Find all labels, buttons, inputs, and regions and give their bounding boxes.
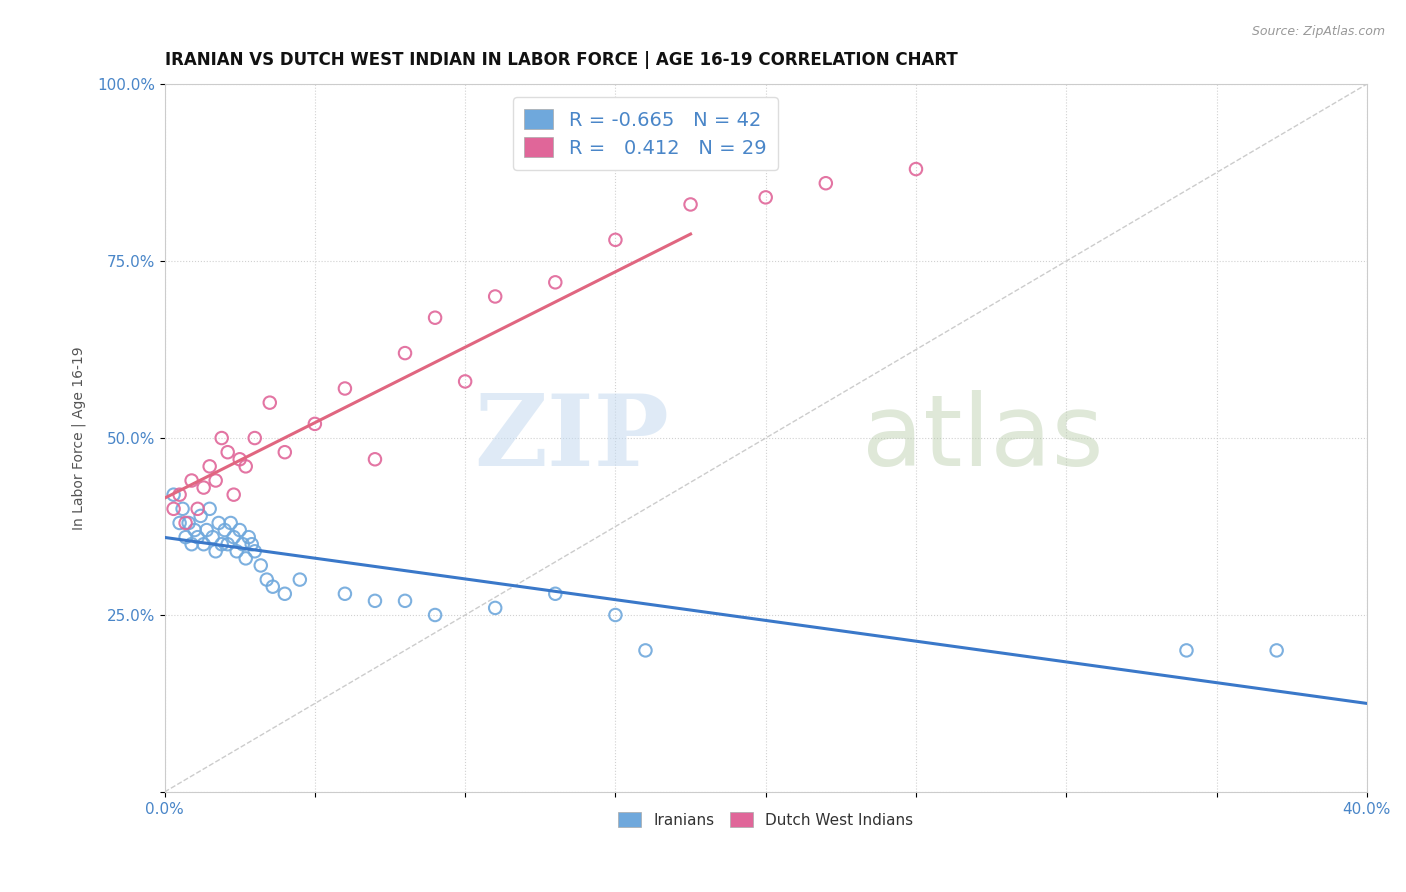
Point (211, 431, 233, 445)
Point (228, 452, 250, 467)
Text: Source: ZipAtlas.com: Source: ZipAtlas.com (1251, 25, 1385, 38)
Point (162, 501, 184, 516)
Point (364, 452, 387, 467)
Point (198, 501, 221, 516)
Point (169, 488, 191, 502)
Point (183, 523, 205, 537)
Y-axis label: In Labor Force | Age 16-19: In Labor Force | Age 16-19 (72, 346, 86, 530)
Point (211, 537, 233, 551)
Point (394, 346, 416, 360)
Point (304, 417, 326, 431)
Point (235, 551, 257, 566)
Point (249, 558, 271, 573)
Point (222, 488, 245, 502)
Text: IRANIAN VS DUTCH WEST INDIAN IN LABOR FORCE | AGE 16-19 CORRELATION CHART: IRANIAN VS DUTCH WEST INDIAN IN LABOR FO… (165, 51, 957, 69)
Point (174, 516, 197, 530)
Point (288, 573, 311, 587)
Point (193, 481, 215, 495)
Point (180, 537, 202, 551)
Point (219, 516, 242, 530)
Point (634, 643, 657, 657)
Point (222, 530, 245, 544)
Point (238, 530, 260, 544)
Point (228, 523, 250, 537)
Point (208, 516, 231, 530)
Point (755, 190, 778, 204)
Point (484, 289, 506, 303)
Point (204, 544, 226, 558)
Point (423, 310, 446, 325)
Point (232, 537, 254, 551)
Point (544, 587, 567, 601)
Text: ZIP: ZIP (475, 390, 669, 486)
Point (187, 530, 209, 544)
Point (190, 508, 212, 523)
Point (217, 537, 239, 551)
Point (214, 523, 236, 537)
Point (198, 459, 221, 474)
Point (605, 607, 627, 622)
Point (172, 501, 194, 516)
Point (204, 474, 226, 488)
Point (256, 573, 278, 587)
Point (364, 594, 387, 608)
Point (243, 544, 266, 558)
Point (274, 445, 297, 459)
Legend: Iranians, Dutch West Indians: Iranians, Dutch West Indians (612, 805, 920, 834)
Point (394, 594, 416, 608)
Point (423, 607, 446, 622)
Point (162, 488, 184, 502)
Point (243, 431, 266, 445)
Point (169, 516, 191, 530)
Point (544, 276, 567, 290)
Point (225, 544, 247, 558)
Point (174, 530, 197, 544)
Point (193, 537, 215, 551)
Point (484, 601, 506, 615)
Point (187, 501, 209, 516)
Point (454, 375, 477, 389)
Point (259, 395, 281, 409)
Point (180, 474, 202, 488)
Point (217, 445, 239, 459)
Point (262, 580, 284, 594)
Point (333, 587, 356, 601)
Point (904, 162, 927, 177)
Text: atlas: atlas (862, 390, 1104, 486)
Point (605, 233, 627, 247)
Point (1175, 643, 1198, 657)
Point (177, 516, 200, 530)
Point (240, 537, 263, 551)
Point (333, 382, 356, 396)
Point (814, 176, 837, 190)
Point (1265, 643, 1288, 657)
Point (679, 197, 702, 211)
Point (274, 587, 297, 601)
Point (201, 530, 224, 544)
Point (195, 523, 218, 537)
Point (235, 459, 257, 474)
